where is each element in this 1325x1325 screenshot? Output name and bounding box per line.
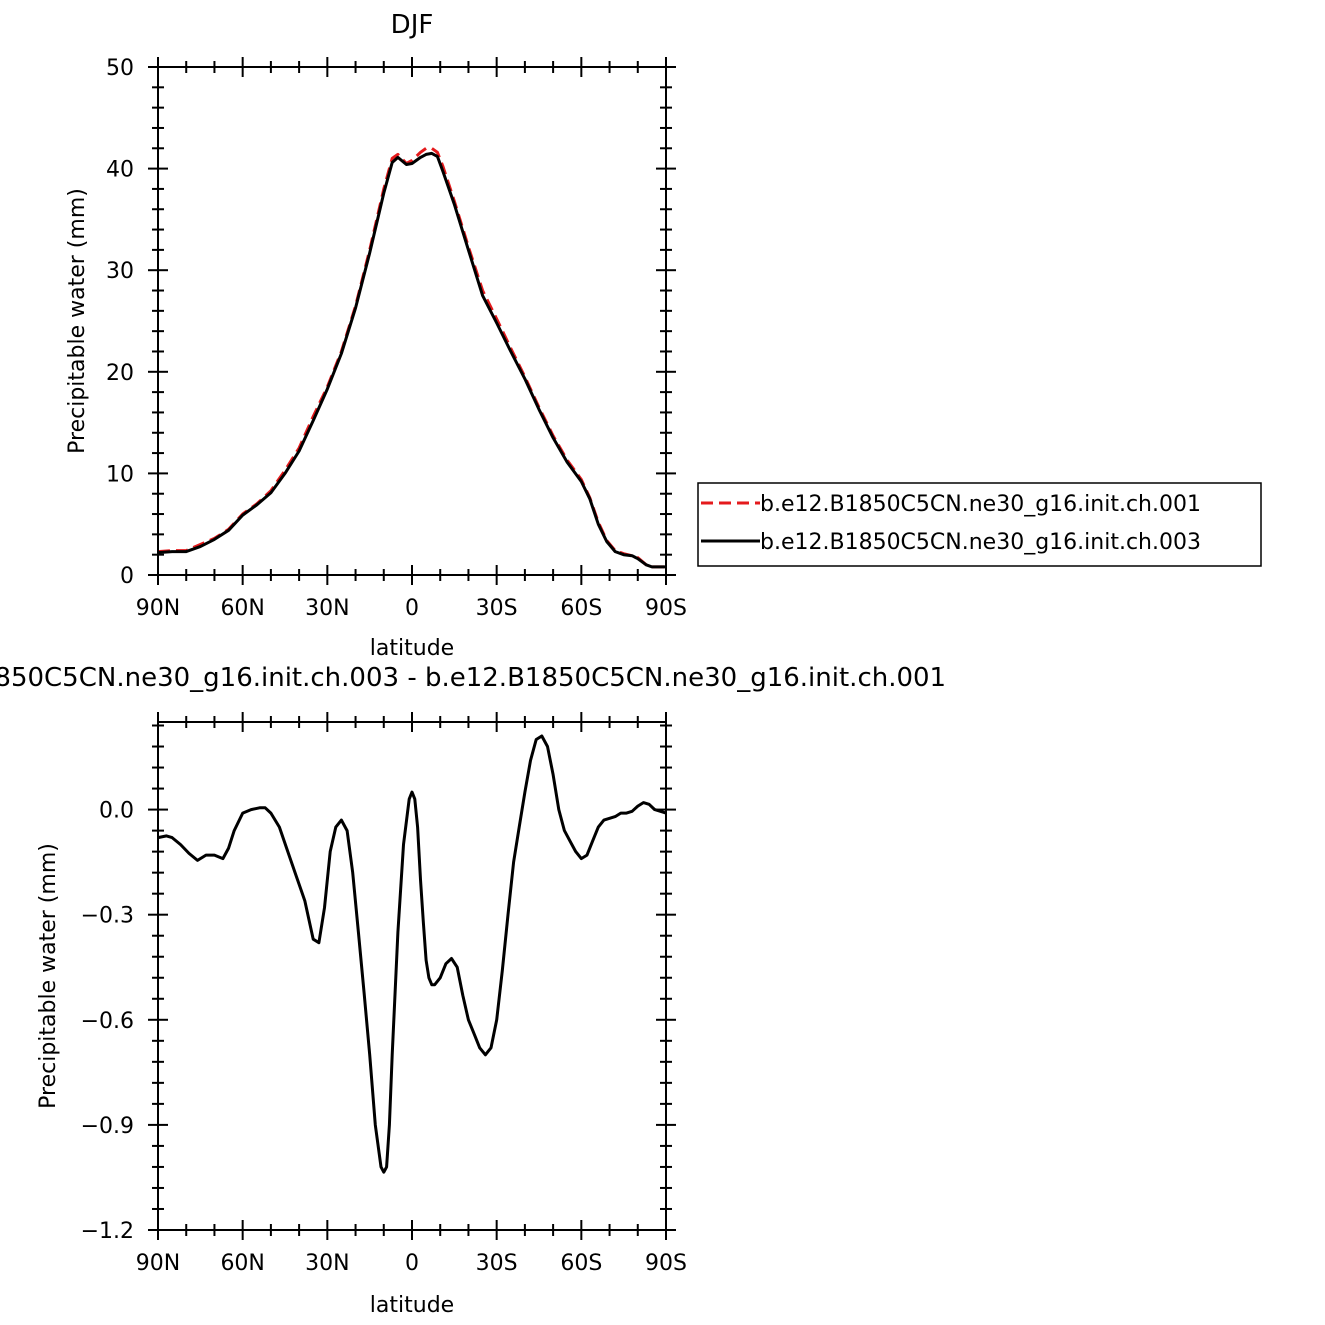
bottom-xtick-label: 90N [136,1251,180,1276]
bottom-series-line-1 [157,734,667,1174]
legend-label-series-1: b.e12.B1850C5CN.ne30_g16.init.ch.001 [760,492,1201,517]
top-xtick-label: 90S [645,596,687,621]
top-chart-xlabel: latitude [370,636,454,661]
bottom-xtick-label: 60N [220,1251,264,1276]
top-xtick-label: 90N [136,596,180,621]
legend: b.e12.B1850C5CN.ne30_g16.init.ch.001 b.e… [697,482,1262,567]
top-ytick-label: 30 [106,259,134,284]
bottom-chart-xlabel: latitude [370,1293,454,1318]
top-xtick-label: 60S [560,596,602,621]
bottom-chart-title: b.e12.B1850C5CN.ne30_g16.init.ch.003 - b… [0,663,946,693]
top-ytick-label: 20 [106,361,134,386]
top-xtick-label: 30S [476,596,518,621]
top-ytick-label: 50 [106,56,134,81]
bottom-xtick-label: 30S [476,1251,518,1276]
bottom-ytick-label: −0.3 [81,904,134,929]
bottom-xtick-label: 60S [560,1251,602,1276]
top-series-line-1 [157,146,666,569]
legend-label-series-2: b.e12.B1850C5CN.ne30_g16.init.ch.003 [760,530,1201,555]
top-xtick-label: 0 [405,596,419,621]
bottom-xtick-label: 90S [645,1251,687,1276]
top-xtick-label: 60N [220,596,264,621]
top-chart-frame [157,66,667,576]
bottom-ytick-label: −1.2 [81,1219,134,1244]
bottom-chart-frame [157,721,667,1231]
top-series-line-2 [157,151,666,569]
top-chart-title: DJF [391,10,434,40]
bottom-ytick-label: −0.6 [81,1009,134,1034]
legend-box [697,482,1262,567]
top-ytick-label: 0 [120,564,134,589]
top-xtick-label: 30N [305,596,349,621]
bottom-ytick-label: −0.9 [81,1114,134,1139]
top-ytick-label: 40 [106,158,134,183]
bottom-xtick-label: 30N [305,1251,349,1276]
bottom-ytick-label: 0.0 [99,799,134,824]
top-ytick-label: 10 [106,462,134,487]
top-chart: DJF 90N 60N 30N 0 30S 60S 90S 0 10 20 30 40 50 latit… [65,10,687,661]
bottom-chart: b.e12.B1850C5CN.ne30_g16.init.ch.003 - b… [0,663,946,1318]
top-chart-ylabel: Precipitable water (mm) [65,188,90,454]
bottom-chart-ylabel: Precipitable water (mm) [36,843,61,1109]
bottom-xtick-label: 0 [405,1251,419,1276]
